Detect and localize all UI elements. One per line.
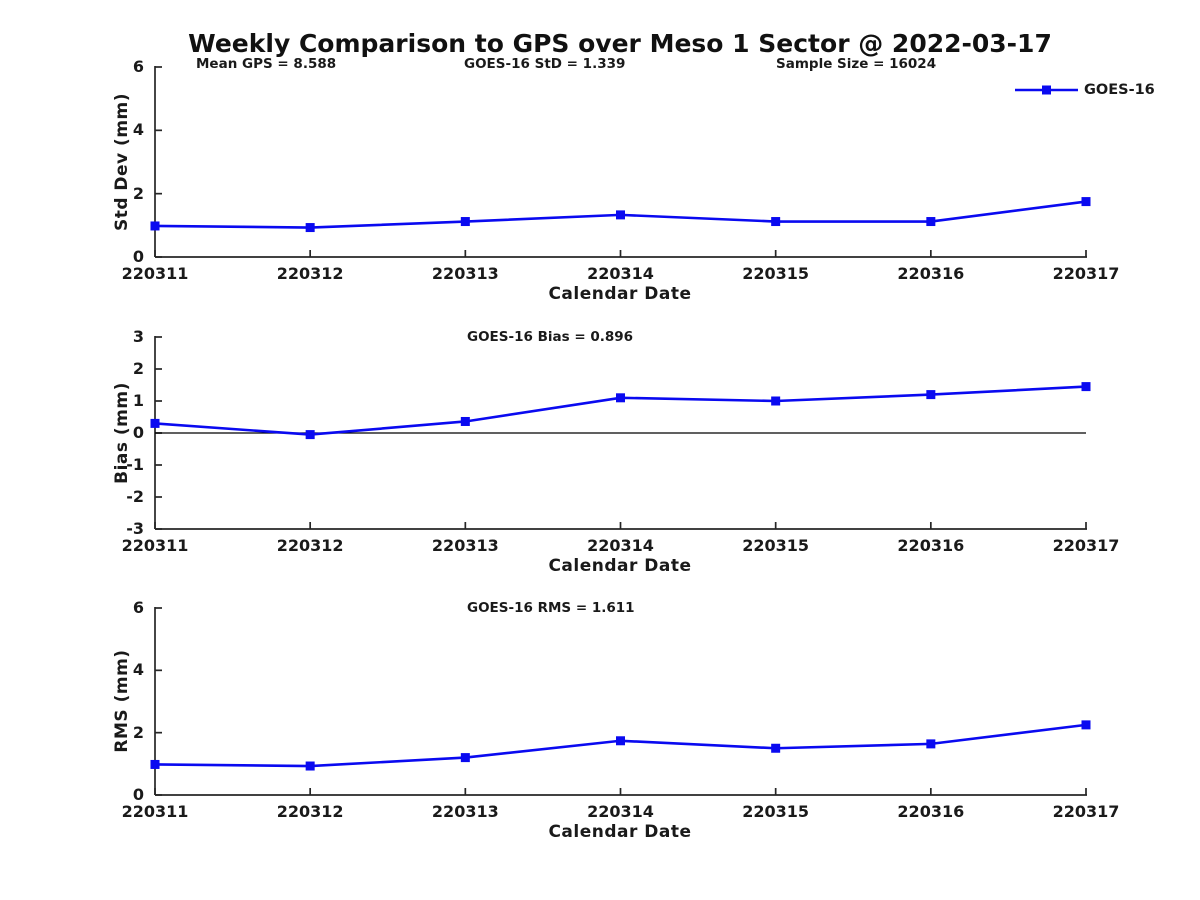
x-tick-label: 220316 [897,802,965,821]
data-point-marker [926,390,936,400]
data-point-marker [1081,720,1091,730]
data-point-marker [305,430,315,440]
y-tick-label: 4 [132,660,144,680]
stat-sample-size: Sample Size = 16024 [776,56,937,72]
y-tick-label: 6 [132,57,144,76]
y-tick-label: 2 [132,183,144,203]
x-tick-label: 220314 [587,264,654,283]
data-point-marker [150,221,160,231]
data-point-marker [460,753,470,763]
data-point-marker [460,217,470,227]
std-dev-y-axis-label: Std Dev (mm) [112,92,132,232]
std-dev-x-axis-label: Calendar Date [548,284,692,304]
x-tick-label: 220314 [587,536,654,555]
legend-marker [1042,85,1051,95]
x-tick-label: 220317 [1052,802,1120,821]
x-tick-label: 220314 [587,802,654,821]
data-point-marker [926,217,936,227]
y-tick-label: 2 [132,359,144,378]
stat-mean-gps: Mean GPS = 8.588 [196,56,337,72]
bias-x-axis-label: Calendar Date [548,556,692,576]
y-tick-label: 6 [132,598,144,617]
y-tick-label: 0 [132,247,144,266]
x-tick-label: 220311 [121,264,189,283]
x-tick-label: 220313 [431,802,499,821]
x-tick-label: 220312 [276,264,344,283]
x-tick-label: 220311 [121,536,189,555]
x-tick-label: 220317 [1052,264,1120,283]
rms-annotation: GOES-16 RMS = 1.611 [467,600,635,616]
data-point-marker [616,736,625,746]
y-tick-label: 2 [132,722,144,742]
x-tick-label: 220313 [431,536,499,555]
legend-label-goes16: GOES-16 [1084,82,1155,98]
x-tick-label: 220315 [742,802,810,821]
y-tick-label: 0 [132,423,144,442]
y-tick-label: 1 [132,391,144,410]
data-point-marker [771,743,781,753]
data-point-marker [616,210,625,220]
x-tick-label: 220316 [897,264,965,283]
rms-x-axis-label: Calendar Date [548,822,692,842]
data-point-marker [771,217,781,227]
x-tick-label: 220313 [431,264,499,283]
y-tick-label: 3 [132,327,144,346]
data-point-marker [150,418,160,428]
data-point-marker [305,761,315,771]
y-tick-label: -3 [126,519,144,538]
x-tick-label: 220315 [742,264,810,283]
y-tick-label: 4 [132,120,144,140]
data-point-marker [616,393,625,403]
data-point-marker [305,223,315,233]
data-point-marker [460,416,470,426]
x-tick-label: 220311 [121,802,189,821]
stat-goes16-std: GOES-16 StD = 1.339 [464,56,626,72]
x-tick-label: 220312 [276,536,344,555]
x-tick-label: 220312 [276,802,344,821]
data-point-marker [926,739,936,749]
data-point-marker [150,759,160,769]
y-tick-label: -1 [126,455,144,474]
data-point-marker [771,396,781,406]
data-point-marker [1081,382,1091,392]
x-tick-label: 220315 [742,536,810,555]
data-point-marker [1081,197,1091,207]
figure-title: Weekly Comparison to GPS over Meso 1 Sec… [188,29,1052,58]
x-tick-label: 220316 [897,536,965,555]
y-tick-label: 0 [132,785,144,804]
x-tick-label: 220317 [1052,536,1120,555]
goes16-line [154,723,1087,768]
y-tick-label: -2 [126,487,144,506]
bias-annotation: GOES-16 Bias = 0.896 [467,329,634,345]
